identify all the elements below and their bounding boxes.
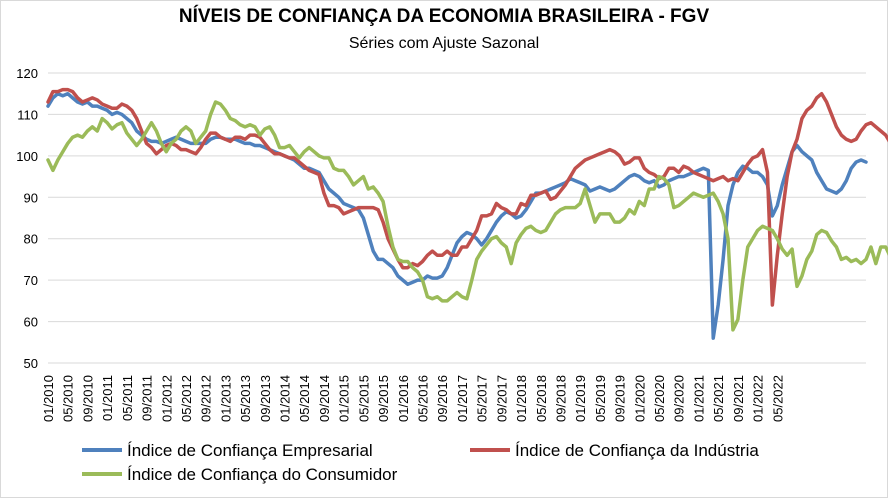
- x-tick-label: 09/2018: [553, 375, 568, 422]
- x-tick-label: 09/2021: [731, 375, 746, 422]
- x-tick-label: 05/2010: [61, 375, 76, 422]
- plot-area: [46, 87, 888, 340]
- x-tick-label: 01/2010: [41, 375, 56, 422]
- y-axis: 50 60 70 80 90 100 110 120: [16, 66, 38, 371]
- x-tick-label: 05/2017: [475, 375, 490, 422]
- x-tick-label: 05/2018: [534, 375, 549, 422]
- x-tick-label: 01/2014: [278, 375, 293, 422]
- x-tick-label: 01/2019: [573, 375, 588, 422]
- y-tick-label: 60: [24, 315, 38, 330]
- x-tick-label: 09/2014: [317, 375, 332, 422]
- legend-label: Índice de Confiança Empresarial: [127, 441, 373, 460]
- x-tick-label: 01/2017: [455, 375, 470, 422]
- x-tick-label: 09/2013: [258, 375, 273, 422]
- y-tick-label: 70: [24, 273, 38, 288]
- legend-label: Índice de Confiança do Consumidor: [127, 465, 398, 484]
- series-line: [46, 87, 888, 307]
- legend: Índice de Confiança Empresarial Índice de…: [82, 441, 759, 484]
- x-tick-label: 09/2017: [494, 375, 509, 422]
- y-tick-label: 90: [24, 190, 38, 205]
- x-tick-label: 01/2012: [159, 375, 174, 422]
- series-line: [46, 100, 888, 332]
- x-tick-label: 01/2018: [514, 375, 529, 422]
- x-tick-label: 01/2020: [632, 375, 647, 422]
- y-tick-label: 110: [17, 107, 38, 122]
- x-tick-label: 01/2016: [396, 375, 411, 422]
- y-tick-label: 120: [16, 66, 38, 81]
- x-tick-label: 05/2014: [297, 375, 312, 422]
- x-tick-label: 09/2016: [435, 375, 450, 422]
- x-tick-label: 05/2012: [179, 375, 194, 422]
- series-line: [46, 91, 868, 340]
- x-tick-label: 05/2022: [770, 375, 785, 422]
- x-tick-label: 05/2019: [593, 375, 608, 422]
- x-tick-label: 01/2021: [691, 375, 706, 422]
- x-tick-label: 05/2020: [652, 375, 667, 422]
- y-tick-label: 100: [16, 149, 38, 164]
- x-tick-label: 09/2015: [376, 375, 391, 422]
- y-tick-label: 50: [24, 356, 38, 371]
- x-tick-label: 05/2015: [356, 375, 371, 422]
- x-tick-label: 05/2013: [238, 375, 253, 422]
- x-axis: 01/2010 05/2010 09/2010 01/2011 05/2011 09/20…: [41, 375, 785, 422]
- x-tick-label: 09/2011: [140, 375, 155, 421]
- x-tick-label: 05/2021: [711, 375, 726, 422]
- x-tick-label: 05/2011: [120, 375, 135, 421]
- x-tick-label: 05/2016: [416, 375, 431, 422]
- x-tick-label: 01/2015: [337, 375, 352, 422]
- legend-label: Índice de Confiança da Indústria: [515, 441, 759, 460]
- gridlines: [48, 72, 866, 364]
- x-tick-label: 09/2012: [199, 375, 214, 422]
- x-tick-label: 01/2013: [218, 375, 233, 422]
- y-tick-label: 80: [24, 232, 38, 247]
- x-tick-label: 09/2020: [672, 375, 687, 422]
- chart-title: NÍVEIS DE CONFIANÇA DA ECONOMIA BRASILEI…: [178, 6, 710, 27]
- x-tick-label: 09/2010: [80, 375, 95, 422]
- x-tick-label: 01/2011: [100, 375, 115, 421]
- x-tick-label: 01/2022: [751, 375, 766, 422]
- chart-subtitle: Séries com Ajuste Sazonal: [348, 35, 540, 52]
- x-tick-label: 09/2019: [613, 375, 628, 422]
